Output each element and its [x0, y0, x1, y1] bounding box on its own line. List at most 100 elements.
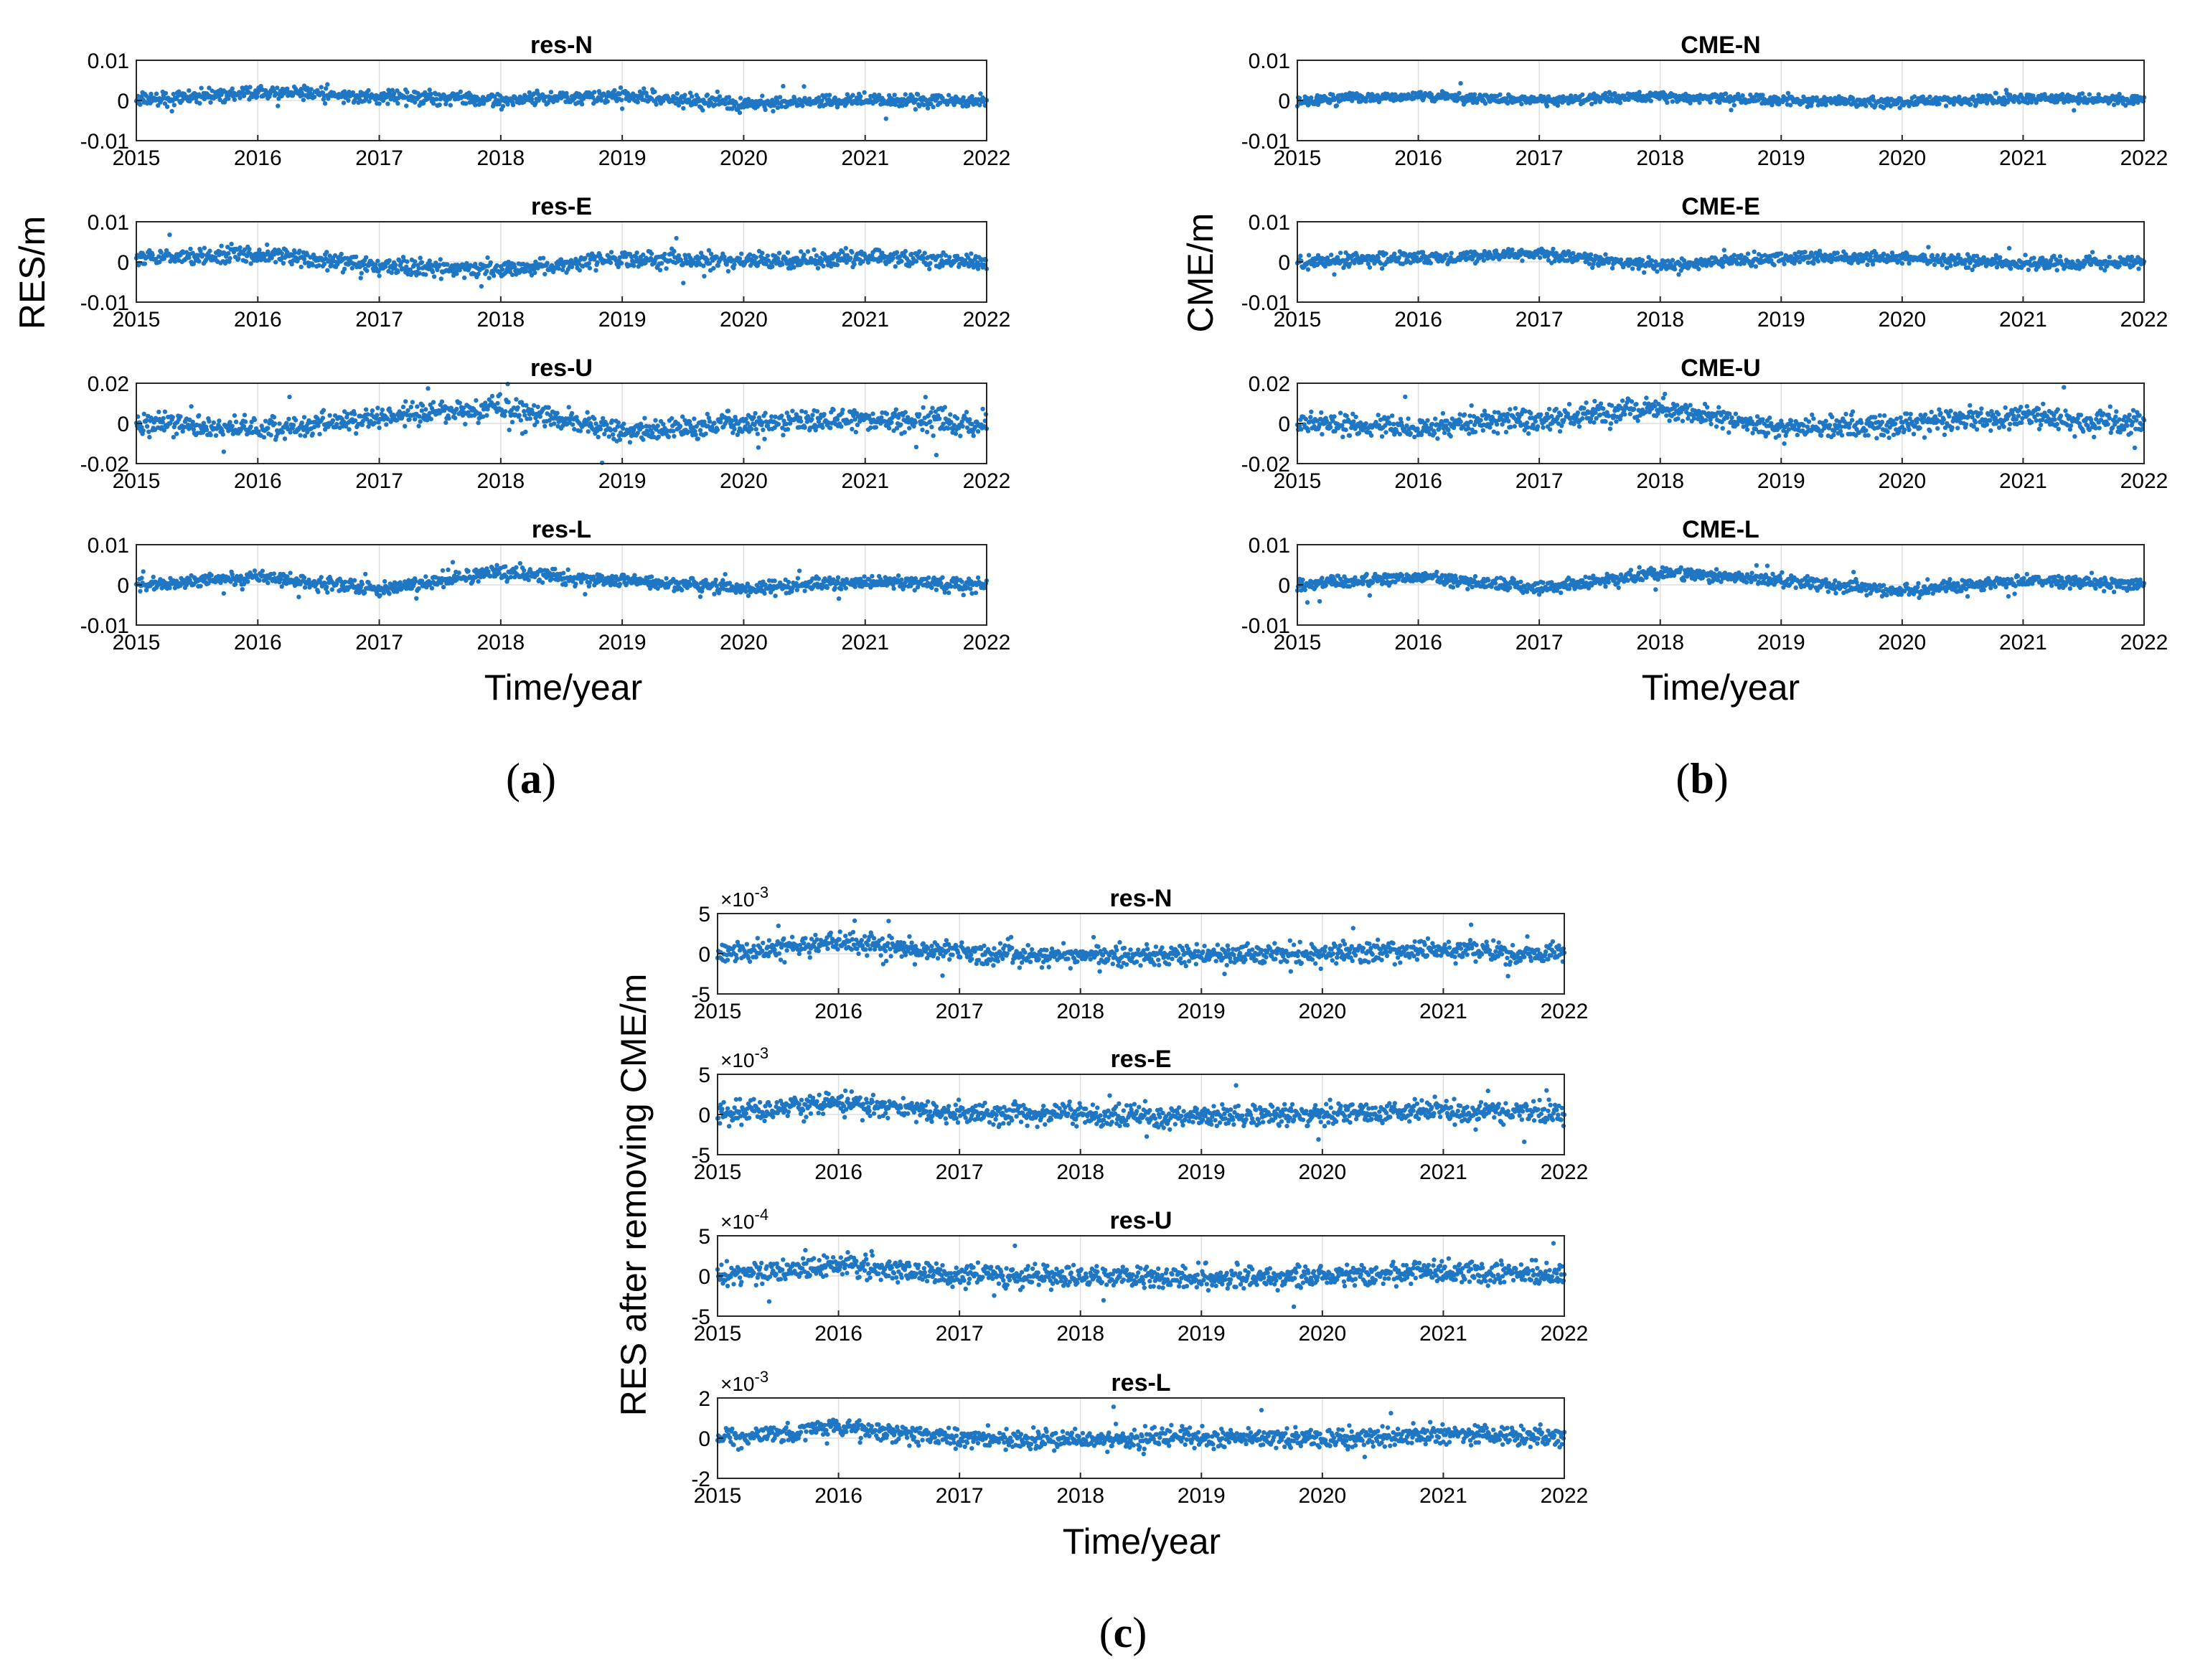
data-point: [361, 262, 367, 267]
data-point: [495, 400, 500, 406]
data-point: [265, 242, 270, 248]
data-point: [363, 571, 368, 577]
data-point: [780, 262, 785, 267]
data-point: [771, 108, 776, 114]
data-point: [296, 594, 301, 599]
data-point: [893, 407, 899, 412]
data-point: [873, 425, 879, 430]
data-point: [245, 579, 250, 584]
data-point: [816, 576, 822, 581]
x-tick-label: 2021: [841, 469, 889, 493]
data-point: [299, 264, 304, 270]
data-point: [725, 408, 731, 413]
data-point: [960, 423, 965, 429]
data-point: [507, 427, 512, 433]
data-point: [382, 578, 387, 584]
data-point: [802, 252, 807, 258]
data-point: [207, 418, 212, 424]
data-point: [414, 596, 419, 601]
data-point: [454, 271, 459, 276]
data-point: [784, 421, 789, 426]
x-tick-label: 2018: [476, 308, 525, 332]
data-point: [653, 418, 658, 423]
data-point: [170, 415, 175, 420]
data-point: [484, 413, 489, 418]
data-point: [983, 258, 989, 263]
data-point: [242, 413, 248, 418]
data-point: [822, 412, 827, 417]
data-point: [896, 573, 901, 578]
data-point: [862, 90, 867, 95]
data-point: [151, 574, 156, 580]
data-point: [692, 416, 697, 421]
data-point: [188, 246, 193, 251]
data-point: [903, 92, 908, 97]
x-tick-label: 2022: [963, 631, 1011, 654]
data-point: [773, 414, 778, 419]
data-point: [479, 283, 484, 289]
data-point: [570, 422, 575, 427]
data-point: [334, 421, 339, 427]
data-point: [427, 258, 432, 263]
data-point: [929, 585, 934, 590]
data-point: [171, 435, 176, 440]
data-point: [617, 581, 623, 587]
data-point: [387, 591, 392, 596]
data-point: [359, 422, 365, 428]
data-point: [317, 431, 322, 437]
data-point: [514, 565, 519, 570]
data-point: [702, 273, 707, 278]
data-point: [598, 426, 603, 432]
data-point: [687, 90, 693, 95]
data-point: [770, 98, 775, 103]
data-point: [443, 101, 448, 107]
data-point: [942, 405, 948, 410]
data-point: [342, 266, 347, 271]
x-tick-label: 2019: [598, 469, 647, 493]
data-point: [171, 91, 176, 97]
data-point: [612, 88, 617, 93]
data-point: [458, 89, 463, 94]
data-point: [968, 586, 973, 591]
data-point: [693, 432, 698, 437]
data-point: [525, 573, 530, 578]
data-point: [947, 255, 952, 260]
data-point: [301, 415, 307, 420]
x-tick-label: 2017: [355, 469, 403, 493]
data-point: [776, 250, 782, 255]
data-point: [257, 578, 262, 583]
data-point: [564, 90, 569, 96]
data-point: [928, 419, 933, 424]
data-point: [286, 416, 291, 421]
x-tick-label: 2016: [234, 146, 282, 170]
data-point: [441, 93, 447, 98]
data-point: [532, 91, 537, 96]
data-point: [324, 250, 329, 255]
data-point: [226, 96, 231, 101]
x-tick-label: 2019: [598, 631, 647, 654]
data-point: [577, 268, 582, 273]
data-point: [816, 95, 822, 100]
data-point: [627, 440, 633, 445]
x-tick-label: 2018: [476, 631, 525, 654]
x-tick-label: 2015: [113, 469, 161, 493]
data-point: [494, 263, 499, 268]
data-point: [248, 85, 253, 90]
data-point: [457, 400, 462, 405]
data-point: [265, 581, 271, 586]
data-point: [178, 414, 183, 419]
data-point: [403, 423, 408, 429]
y-tick-label: 0: [117, 413, 129, 436]
data-point: [954, 416, 960, 421]
data-point: [1617, 100, 1623, 105]
data-point: [503, 409, 508, 414]
data-point: [252, 417, 258, 423]
data-point: [585, 410, 590, 415]
data-point: [669, 416, 675, 421]
data-point: [535, 404, 540, 410]
data-point: [672, 433, 677, 438]
data-point: [221, 449, 226, 454]
data-point: [858, 94, 863, 99]
data-point: [154, 91, 159, 96]
